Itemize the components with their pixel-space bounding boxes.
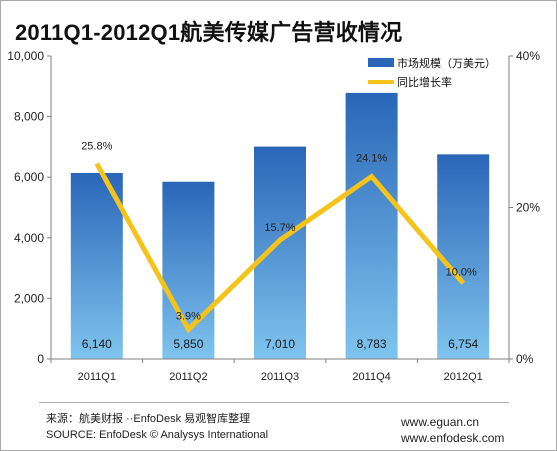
bar-2011Q3	[254, 146, 306, 359]
left-tick-label: 4,000	[14, 231, 44, 245]
footer-divider	[39, 402, 509, 403]
source-cn: 来源：航美财报 ··EnfoDesk 易观智库整理	[46, 413, 251, 425]
growth-rate-label: 3.9%	[176, 310, 201, 322]
website-enfodesk: www.enfodesk.com	[401, 431, 505, 445]
bar-value-label: 6,140	[82, 337, 112, 351]
bar-value-label: 8,783	[357, 337, 387, 351]
bar-2012Q1	[437, 154, 490, 359]
website-eguan: www.eguan.cn	[401, 415, 480, 429]
left-tick-label: 10,000	[7, 49, 44, 63]
x-tick-label: 2011Q3	[261, 371, 299, 383]
bar-2011Q4	[345, 92, 398, 360]
growth-rate-label: 15.7%	[264, 222, 295, 234]
bar-value-label: 6,754	[448, 337, 478, 351]
bar-value-label: 7,010	[265, 337, 295, 351]
chart-title: 2011Q1-2012Q1航美传媒广告营收情况	[15, 20, 403, 45]
bar-value-label: 5,850	[173, 337, 203, 351]
legend-line-label: 同比增长率	[397, 75, 452, 89]
left-tick-label: 0	[37, 352, 44, 366]
legend-bar-label: 市场规模（万美元）	[397, 56, 496, 70]
growth-rate-label: 10.0%	[446, 266, 477, 278]
right-tick-label: 40%	[516, 49, 540, 63]
x-tick-label: 2011Q2	[169, 371, 207, 383]
right-tick-label: 0%	[516, 352, 534, 366]
source-en: SOURCE: EnfoDesk © Analysys Internationa…	[46, 429, 269, 441]
left-tick-label: 6,000	[14, 170, 44, 184]
left-tick-label: 2,000	[14, 291, 44, 305]
combo-chart: 0 2,000 4,000 6,000 8,000 10,000 0% 20% 40% 2011Q…	[7, 49, 540, 383]
x-tick-label: 2011Q4	[352, 371, 390, 383]
left-tick-label: 8,000	[14, 110, 44, 124]
x-tick-label: 2011Q1	[78, 371, 116, 383]
right-tick-label: 20%	[516, 201, 540, 215]
legend-bar-swatch	[368, 58, 394, 67]
growth-rate-label: 24.1%	[356, 152, 387, 164]
bar-2011Q1	[70, 172, 123, 359]
growth-rate-label: 25.8%	[81, 141, 112, 153]
x-tick-label: 2012Q1	[444, 371, 483, 383]
